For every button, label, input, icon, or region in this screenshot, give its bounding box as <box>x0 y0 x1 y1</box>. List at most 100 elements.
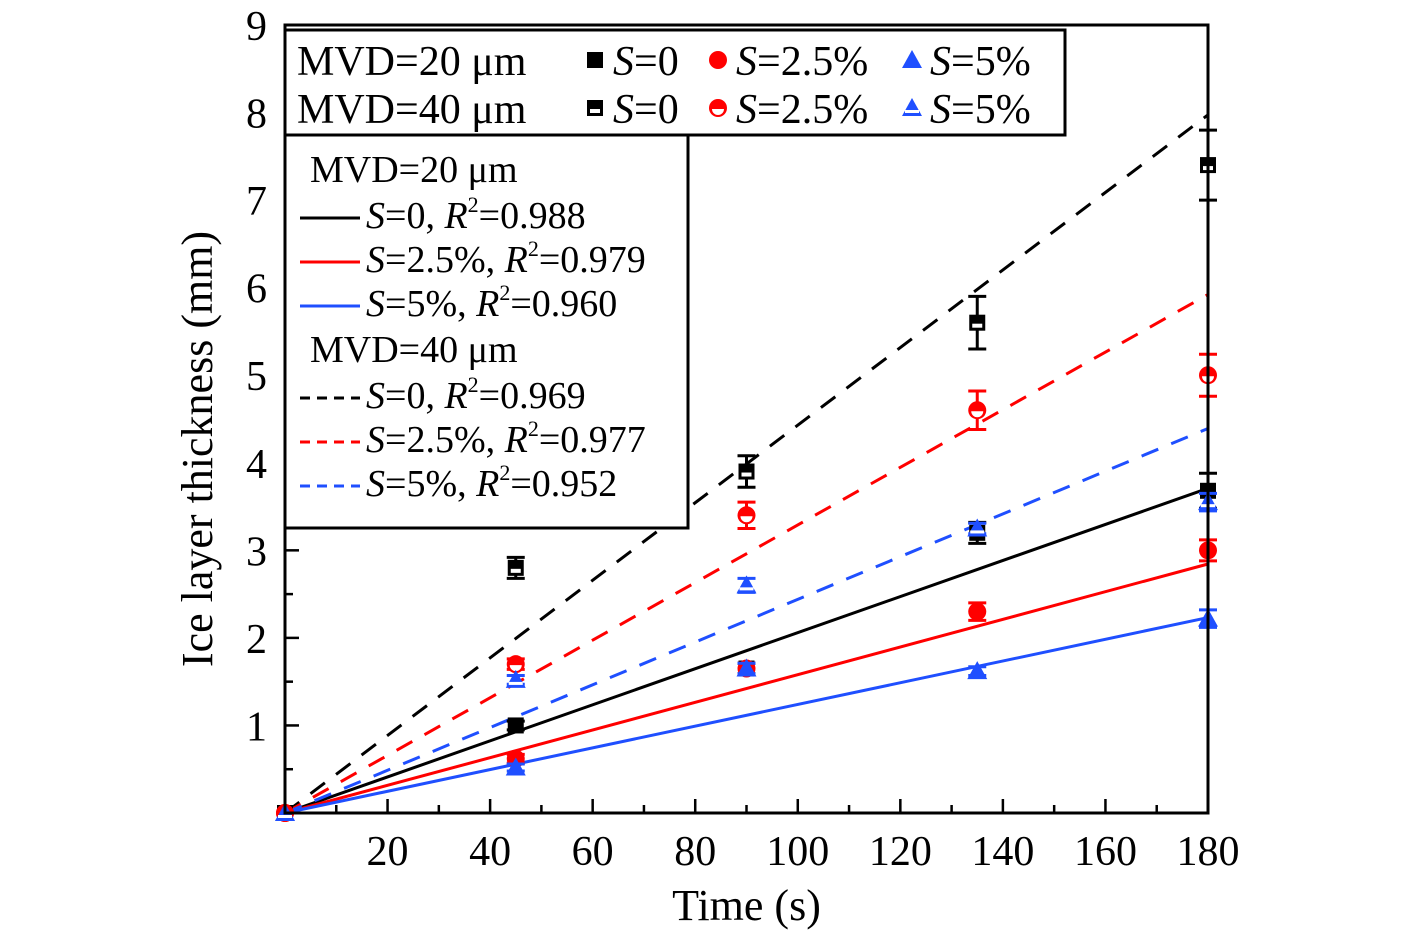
x-tick-label: 140 <box>971 829 1034 875</box>
param-symbol: S <box>613 87 634 133</box>
param-value: 5% <box>975 39 1031 85</box>
r2-value: 0.988 <box>500 195 586 237</box>
marker-hollow <box>739 587 754 591</box>
data-point <box>507 559 524 576</box>
data-point <box>505 757 526 776</box>
y-tick-label: 9 <box>246 4 267 50</box>
superscript: 2 <box>468 192 479 217</box>
x-tick-label: 180 <box>1177 829 1240 875</box>
legend-group-label: MVD=20 μm <box>297 39 527 85</box>
square-marker <box>507 559 524 576</box>
data-point <box>737 506 756 525</box>
superscript: 2 <box>528 236 539 261</box>
marker-legend-box <box>283 28 1067 137</box>
fit-line-4 <box>284 293 1209 815</box>
equals: = <box>510 283 531 325</box>
y-tick-label: 5 <box>246 354 267 400</box>
superscript: 2 <box>499 280 510 305</box>
separator: , <box>425 375 444 417</box>
param-value: 0 <box>658 87 679 133</box>
legend-entry: S=5% <box>930 39 1031 85</box>
fit-legend-group-label: MVD=40 μm <box>310 329 518 371</box>
r2-value: 0.952 <box>532 463 618 505</box>
x-tick-label: 20 <box>367 829 409 875</box>
marker-hollow <box>712 109 724 115</box>
circle-marker <box>968 602 987 621</box>
legend-marker <box>902 50 922 68</box>
equals: = <box>757 39 781 85</box>
marker-hollow <box>971 411 984 418</box>
fit-legend-entry: S=0, R2=0.988 <box>366 192 586 237</box>
data-point <box>967 661 988 680</box>
marker-hollow <box>740 516 753 523</box>
marker-hollow <box>972 323 983 328</box>
marker-hollow <box>970 530 985 534</box>
x-tick-label: 40 <box>469 829 511 875</box>
legend-entry: S=0 <box>613 39 679 85</box>
y-tick-label: 2 <box>246 617 267 663</box>
fit-line-2 <box>284 616 1209 815</box>
param-symbol: S <box>930 39 951 85</box>
param-symbol: S <box>366 419 385 461</box>
y-axis-label: Ice layer thickness (mm) <box>173 231 222 667</box>
marker-hollow <box>905 110 919 113</box>
triangle-marker <box>902 50 922 68</box>
data-point <box>507 717 524 734</box>
fit-legend-entry: S=5%, R2=0.952 <box>366 460 617 505</box>
data-point <box>968 401 987 420</box>
y-tick-label: 4 <box>246 442 267 488</box>
r2-value: 0.960 <box>532 283 618 325</box>
x-tick-label: 120 <box>869 829 932 875</box>
fit-legend-box <box>283 133 690 530</box>
legend-marker <box>902 98 922 116</box>
fit-legend-entry: S=5%, R2=0.960 <box>366 280 617 325</box>
param-symbol: S <box>366 375 385 417</box>
legend-entry: S=2.5% <box>736 39 868 85</box>
data-point <box>968 602 987 621</box>
triangle-marker <box>967 661 988 680</box>
param-symbol: S <box>366 195 385 237</box>
data-point <box>738 463 755 480</box>
y-tick-label: 1 <box>246 704 267 750</box>
param-value: 5% <box>406 283 457 325</box>
r2-symbol: R <box>443 195 467 237</box>
separator: , <box>457 283 476 325</box>
equals: = <box>634 39 658 85</box>
x-tick-label: 160 <box>1074 829 1137 875</box>
param-value: 2.5% <box>406 239 485 281</box>
superscript: 2 <box>528 416 539 441</box>
y-tick-label: 8 <box>246 92 267 138</box>
separator: , <box>486 239 505 281</box>
separator: , <box>457 463 476 505</box>
param-symbol: S <box>366 283 385 325</box>
legend-group-label: MVD=40 μm <box>297 87 527 133</box>
legend-marker <box>709 99 727 117</box>
fit-legend-group-label: MVD=20 μm <box>310 149 518 191</box>
square-marker <box>507 717 524 734</box>
data-point <box>969 314 986 331</box>
param-symbol: S <box>736 87 757 133</box>
fit-legend-entry: S=2.5%, R2=0.979 <box>366 236 646 281</box>
plot-area <box>275 113 1218 822</box>
y-tick-label: 6 <box>246 267 267 313</box>
r2-value: 0.979 <box>560 239 646 281</box>
legend-marker <box>709 51 727 69</box>
superscript: 2 <box>468 372 479 397</box>
square-marker <box>738 463 755 480</box>
equals: = <box>539 419 560 461</box>
fit-line-5 <box>284 427 1209 815</box>
param-symbol: S <box>613 39 634 85</box>
data-point <box>736 658 757 677</box>
param-symbol: S <box>366 239 385 281</box>
equals: = <box>385 463 406 505</box>
param-value: 5% <box>975 87 1031 133</box>
equals: = <box>539 239 560 281</box>
r2-value: 0.969 <box>500 375 586 417</box>
marker-hollow <box>741 472 752 477</box>
param-symbol: S <box>366 463 385 505</box>
x-axis-label: Time (s) <box>672 881 821 930</box>
r2-symbol: R <box>443 375 467 417</box>
equals: = <box>385 283 406 325</box>
circle-marker <box>709 51 727 69</box>
r2-value: 0.977 <box>560 419 646 461</box>
